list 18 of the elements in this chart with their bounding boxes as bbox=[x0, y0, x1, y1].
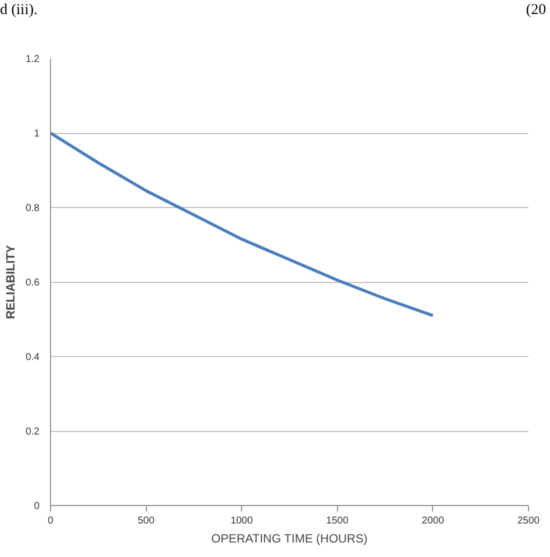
line-series bbox=[50, 132, 434, 318]
x-tick-label: 500 bbox=[138, 516, 155, 526]
text: (20 bbox=[526, 1, 546, 20]
y-tick-label: 0.8 bbox=[26, 203, 40, 214]
x-axis-title: OPERATING TIME (HOURS) bbox=[211, 532, 368, 546]
x-tick-label: 2500 bbox=[517, 516, 540, 526]
x-tick-label: 0 bbox=[48, 516, 54, 526]
y-tick-label: 0.2 bbox=[26, 426, 40, 438]
x-tick-label: 1500 bbox=[326, 516, 349, 526]
y-tick-label: 1 bbox=[34, 128, 40, 140]
x-tick-label: 2000 bbox=[422, 516, 444, 526]
y-axis-title: RELIABILITY bbox=[4, 245, 18, 319]
x-tick-label: 1000 bbox=[230, 516, 254, 526]
y-tick-label: 0.4 bbox=[26, 352, 40, 363]
text: d (iii). bbox=[0, 1, 38, 20]
y-tick-label: 1.2 bbox=[26, 54, 40, 65]
y-tick-label: 0.6 bbox=[26, 278, 40, 288]
y-tick-label: 0 bbox=[34, 501, 40, 512]
